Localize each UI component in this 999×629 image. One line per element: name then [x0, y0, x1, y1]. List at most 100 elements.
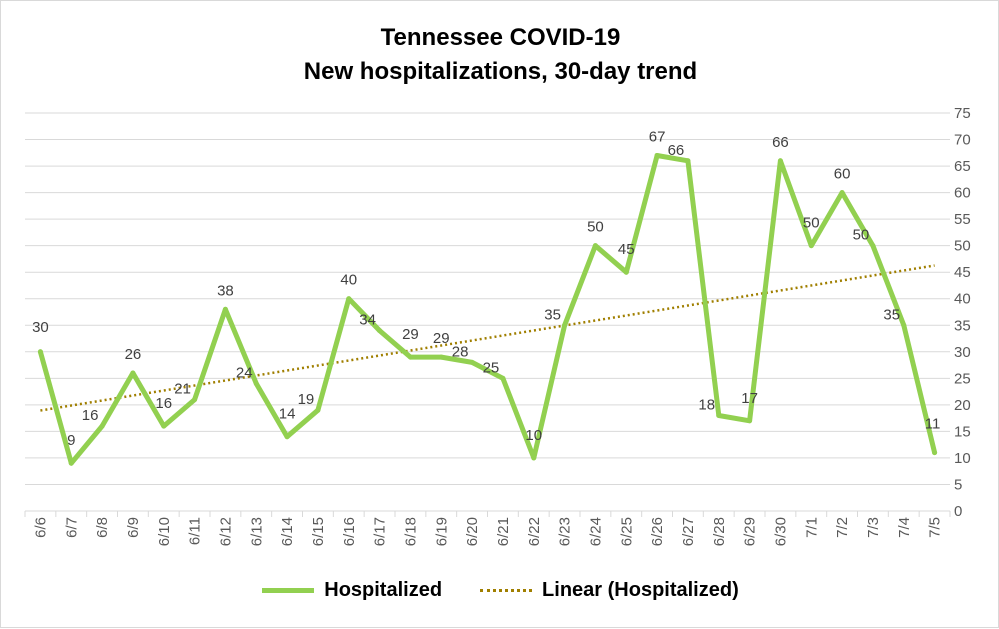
x-tick-label: 6/7 [63, 517, 80, 538]
data-point [500, 375, 506, 381]
data-point [438, 354, 444, 360]
x-tick-label: 6/6 [32, 517, 49, 538]
x-tick-label: 6/15 [310, 517, 327, 546]
data-label: 29 [433, 330, 450, 347]
data-label: 9 [67, 432, 75, 449]
data-label: 26 [125, 346, 142, 363]
x-tick-label: 6/26 [649, 517, 666, 546]
x-tick-label: 6/10 [156, 517, 173, 546]
y-tick-label: 70 [954, 132, 971, 149]
legend-swatch-linear-trend [480, 589, 533, 592]
x-tick-label: 6/25 [618, 517, 635, 546]
data-label: 38 [217, 282, 234, 299]
data-point [901, 322, 907, 328]
chart-title-line-2: New hospitalizations, 30-day trend [303, 58, 698, 85]
x-tick-label: 7/5 [927, 517, 944, 538]
data-label: 66 [772, 134, 789, 151]
legend-label-hospitalized: Hospitalized [324, 579, 443, 601]
data-label: 67 [649, 128, 666, 145]
data-label: 29 [402, 326, 419, 343]
data-label: 66 [668, 142, 685, 159]
data-point [654, 152, 660, 158]
x-tick-label: 6/18 [402, 517, 419, 546]
data-label: 50 [803, 215, 820, 232]
data-point [161, 423, 167, 429]
data-point [716, 412, 722, 418]
x-tick-label: 6/29 [742, 517, 759, 546]
legend-item-linear-trend: Linear (Hospitalized) [480, 579, 739, 602]
data-label: 17 [741, 390, 758, 407]
data-label: 24 [236, 365, 253, 382]
data-point [747, 418, 753, 424]
data-label: 10 [525, 427, 542, 444]
y-tick-label: 65 [954, 158, 971, 175]
x-tick-label: 6/11 [187, 517, 204, 545]
data-label: 16 [82, 407, 99, 424]
x-tick-label: 6/16 [341, 517, 358, 546]
y-tick-label: 10 [954, 450, 971, 467]
y-axis-tick-labels: 0 5 10 15 20 25 30 35 40 45 50 55 60 65 70 75 [954, 105, 971, 520]
y-tick-label: 60 [954, 185, 971, 202]
data-point [130, 370, 136, 376]
data-label: 40 [340, 272, 357, 289]
data-point [377, 328, 383, 334]
y-tick-label: 15 [954, 423, 971, 440]
y-tick-label: 45 [954, 264, 971, 281]
x-tick-label: 6/24 [587, 517, 604, 546]
x-tick-label: 7/3 [865, 517, 882, 538]
chart-title: Tennessee COVID-19 New hospitalizations,… [1, 21, 999, 89]
data-point [68, 460, 74, 466]
legend: Hospitalized Linear (Hospitalized) [1, 579, 999, 602]
data-label: 14 [279, 406, 296, 423]
data-point [469, 359, 475, 365]
y-tick-label: 40 [954, 291, 971, 308]
data-label: 11 [925, 416, 941, 433]
data-label: 60 [834, 166, 851, 183]
x-tick-label: 7/2 [834, 517, 851, 538]
data-point [192, 397, 198, 403]
data-point [284, 434, 290, 440]
x-tick-label: 6/21 [495, 517, 512, 546]
x-tick-label: 6/30 [772, 517, 789, 546]
data-point [407, 354, 413, 360]
y-tick-label: 55 [954, 211, 971, 228]
y-tick-label: 35 [954, 317, 971, 334]
x-tick-label: 6/23 [557, 517, 574, 546]
x-tick-label: 6/13 [248, 517, 265, 546]
y-tick-label: 25 [954, 370, 971, 387]
data-point [531, 455, 537, 461]
y-tick-label: 50 [954, 238, 971, 255]
data-label: 30 [32, 319, 49, 336]
x-axis-tick-labels: 6/6 6/7 6/8 6/9 6/10 6/11 6/12 6/13 6/14 6/15 6/16… [32, 517, 943, 546]
data-label: 50 [587, 219, 604, 236]
data-point [222, 306, 228, 312]
data-label: 28 [452, 343, 469, 360]
data-point [685, 158, 691, 164]
chart-title-line-1: Tennessee COVID-19 [380, 24, 621, 51]
data-point [315, 407, 321, 413]
data-label: 50 [853, 227, 870, 244]
y-tick-label: 5 [954, 476, 962, 493]
legend-item-hospitalized: Hospitalized [262, 579, 442, 602]
x-tick-label: 6/20 [464, 517, 481, 546]
data-point [777, 158, 783, 164]
data-point [839, 190, 845, 196]
data-point [253, 381, 259, 387]
data-point [346, 296, 352, 302]
data-point [932, 450, 938, 456]
y-tick-label: 20 [954, 397, 971, 414]
legend-label-linear-trend: Linear (Hospitalized) [542, 579, 739, 601]
x-tick-label: 6/22 [526, 517, 543, 546]
data-point [623, 269, 629, 275]
x-tick-label: 6/14 [279, 517, 296, 546]
linear-trendline [40, 264, 935, 412]
data-label: 25 [483, 359, 500, 376]
x-tick-label: 6/9 [125, 517, 142, 538]
series-layer [37, 152, 938, 466]
data-point [592, 243, 598, 249]
data-point [99, 423, 105, 429]
data-point [808, 243, 814, 249]
data-label: 19 [298, 391, 315, 408]
